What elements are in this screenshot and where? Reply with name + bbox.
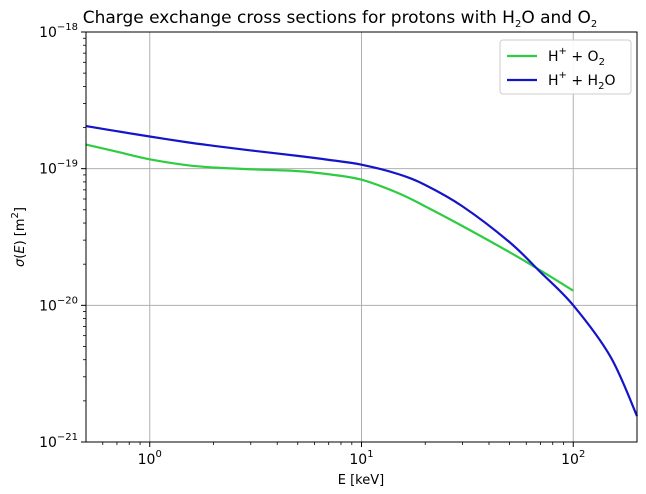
x-tick-label: 102 bbox=[561, 449, 585, 468]
x-tick-label: 100 bbox=[138, 449, 162, 468]
series-line-2 bbox=[85, 124, 639, 417]
series-layer bbox=[85, 124, 639, 417]
legend-label-2: H+ + H2O bbox=[548, 70, 616, 92]
x-axis-label: E [keV] bbox=[338, 473, 384, 488]
y-tick-label: 10−21 bbox=[39, 432, 78, 451]
y-tick-label: 10−19 bbox=[39, 159, 78, 178]
legend: H+ + O2H+ + H2O bbox=[499, 39, 632, 95]
series-line-1 bbox=[85, 143, 574, 292]
x-tick-label: 101 bbox=[349, 449, 373, 468]
y-axis-ticks: 10−21 10−20 10−19 10−18 bbox=[39, 22, 86, 451]
y-tick-label: 10−20 bbox=[39, 295, 78, 314]
y-axis-label: σ(E) [m2] bbox=[10, 207, 28, 267]
y-tick-label: 10−18 bbox=[39, 22, 78, 41]
chart-title: Charge exchange cross sections for proto… bbox=[83, 8, 598, 30]
x-axis-ticks: 100 101 102 bbox=[102, 442, 585, 468]
legend-label-1: H+ + O2 bbox=[548, 46, 605, 68]
